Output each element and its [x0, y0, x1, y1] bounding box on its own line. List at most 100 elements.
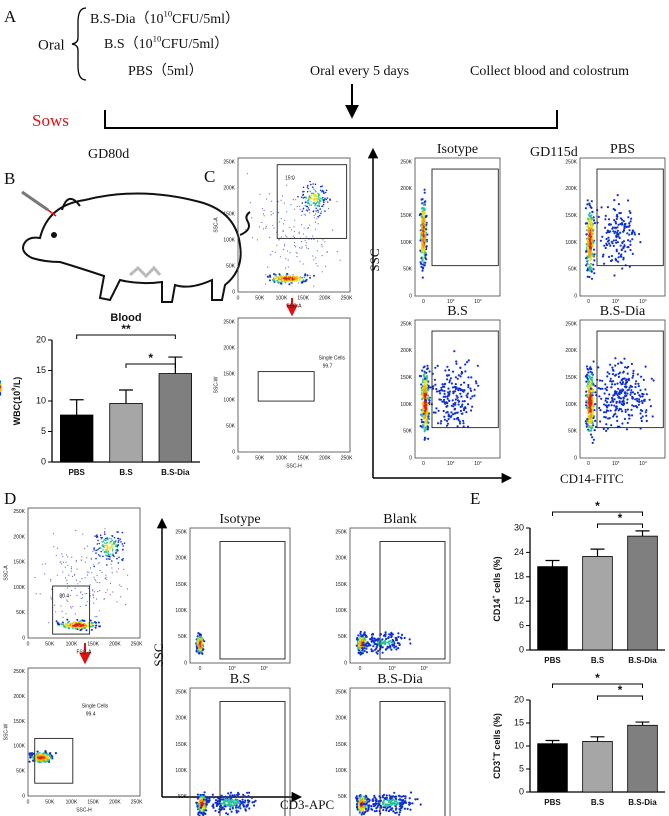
density-dot	[120, 541, 122, 543]
density-dot	[285, 235, 286, 236]
density-dot	[386, 794, 388, 796]
density-dot	[421, 236, 423, 238]
y-tick-label: 50K	[403, 429, 413, 435]
density-dot	[72, 606, 73, 607]
density-dot	[317, 250, 318, 251]
density-dot	[642, 395, 644, 397]
density-dot	[359, 641, 361, 643]
density-dot	[586, 203, 588, 205]
density-dot	[87, 546, 88, 547]
density-dot	[404, 808, 406, 810]
x-tick-label: 104	[260, 665, 268, 672]
density-dot	[377, 638, 379, 640]
density-dot	[630, 409, 632, 411]
density-dot	[392, 640, 394, 642]
density-dot	[66, 580, 67, 581]
axis-title: SSC	[151, 643, 166, 666]
density-dot	[628, 418, 630, 420]
density-dot	[284, 220, 285, 221]
density-dot	[620, 256, 622, 258]
density-dot	[356, 638, 358, 640]
density-dot	[615, 235, 617, 237]
density-dot	[645, 409, 647, 411]
density-dot	[217, 803, 219, 805]
density-dot	[611, 383, 613, 385]
density-dot	[644, 388, 646, 390]
density-dot	[424, 264, 426, 266]
density-dot	[315, 222, 316, 223]
superscript: 3	[453, 460, 455, 464]
density-dot	[122, 549, 124, 551]
density-dot	[285, 278, 287, 280]
density-dot	[109, 558, 111, 560]
density-dot	[635, 405, 637, 407]
density-dot	[624, 383, 626, 385]
density-dot	[245, 229, 246, 230]
density-dot	[427, 438, 429, 440]
density-dot	[368, 643, 370, 645]
density-dot	[104, 533, 106, 535]
density-dot	[278, 273, 280, 275]
density-dot	[626, 398, 628, 400]
density-dot	[409, 638, 411, 640]
density-dot	[200, 812, 202, 814]
plot-title: B.S	[230, 672, 251, 687]
density-dot	[446, 425, 448, 427]
density-dot	[385, 631, 387, 633]
density-dot	[460, 410, 462, 412]
density-dot	[610, 410, 612, 412]
density-dot	[457, 425, 459, 427]
density-dot	[63, 617, 64, 618]
density-dot	[63, 626, 65, 628]
density-dot	[422, 385, 424, 387]
error-bar	[636, 531, 650, 536]
density-dot	[604, 392, 606, 394]
density-dot	[287, 250, 288, 251]
density-dot	[605, 247, 607, 249]
density-dot	[400, 637, 402, 639]
density-dot	[99, 562, 100, 563]
y-tick-label: 0	[574, 455, 577, 461]
density-dot	[316, 263, 317, 264]
density-dot	[622, 258, 624, 260]
plot-title: Isotype	[437, 142, 478, 157]
density-dot	[198, 811, 200, 813]
gate-value: 80.4	[59, 594, 69, 600]
density-dot	[603, 411, 605, 413]
density-dot	[322, 198, 324, 200]
density-dot	[624, 386, 626, 388]
density-dot	[39, 753, 41, 755]
density-dot	[307, 188, 309, 190]
density-dot	[79, 627, 81, 629]
density-dot	[617, 230, 619, 232]
density-dot	[626, 226, 628, 228]
density-dot	[629, 240, 631, 242]
density-dot	[116, 571, 117, 572]
density-dot	[203, 640, 205, 642]
density-dot	[446, 366, 448, 368]
density-dot	[67, 565, 68, 566]
density-dot	[322, 239, 323, 240]
density-dot	[651, 378, 653, 380]
density-dot	[48, 622, 49, 623]
superscript: 4	[426, 665, 428, 669]
density-dot	[399, 811, 401, 813]
density-dot	[422, 403, 424, 405]
density-dot	[608, 373, 610, 375]
density-dot	[327, 201, 329, 203]
panel-label: E	[470, 489, 480, 508]
density-dot	[427, 411, 429, 413]
density-dot	[356, 803, 358, 805]
density-dot	[246, 792, 248, 794]
density-dot	[421, 219, 423, 221]
x-tick-label: 200K	[319, 455, 331, 461]
y-tick-label: 100K	[335, 608, 347, 614]
text-part: 0	[422, 299, 425, 305]
density-dot	[301, 196, 303, 198]
density-dot	[57, 624, 59, 626]
density-dot	[367, 641, 369, 643]
density-dot	[321, 185, 323, 187]
x-tick-label: 104	[420, 665, 428, 672]
density-dot	[612, 230, 614, 232]
density-dot	[623, 397, 625, 399]
